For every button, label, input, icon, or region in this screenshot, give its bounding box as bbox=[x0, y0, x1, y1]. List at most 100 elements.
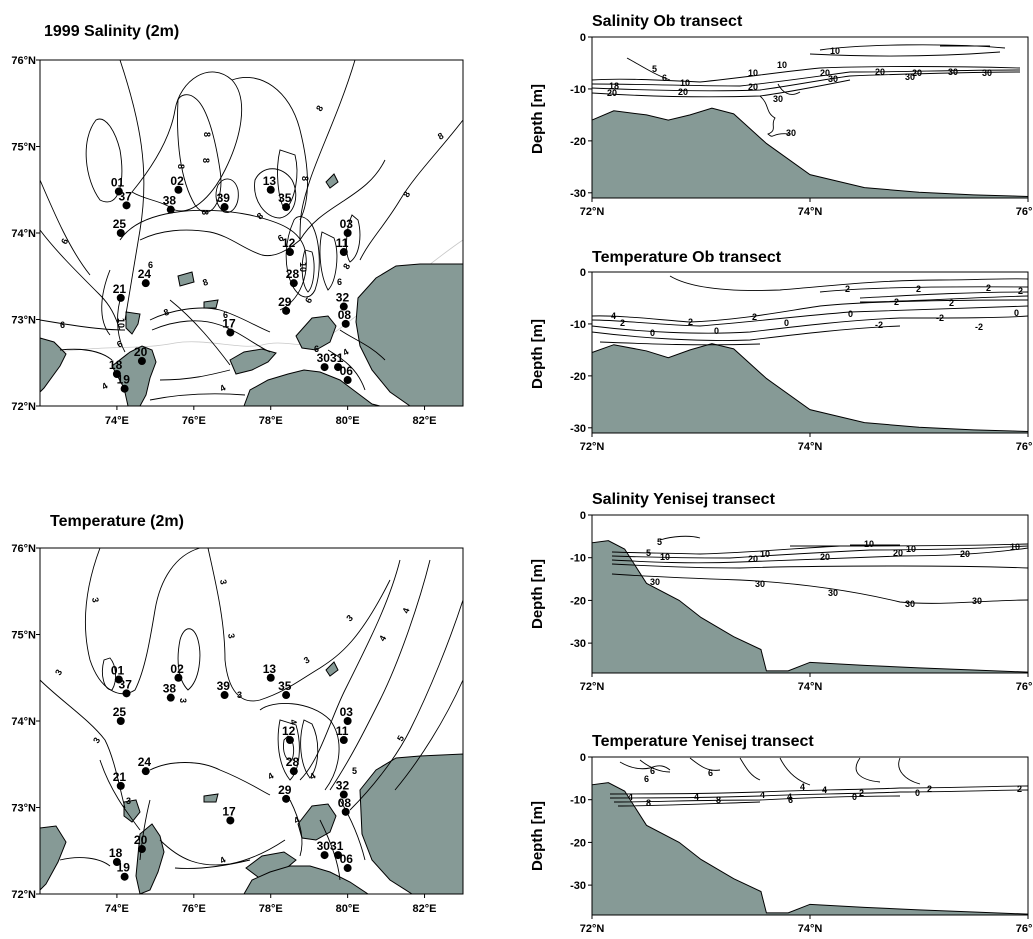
section-y-ticks: 0 -10 -20 -30 bbox=[570, 510, 592, 650]
contour-label: 4 bbox=[611, 311, 616, 321]
y-tick-label: 72°N bbox=[11, 889, 36, 901]
salinity-yenisej-transect-panel: Salinity Yenisej transect 5 5 10 20 10 1… bbox=[529, 491, 1033, 693]
x-tick-label: 72°N bbox=[580, 681, 605, 693]
salinity-ob-title: Salinity Ob transect bbox=[592, 13, 743, 30]
contour-label: 5 bbox=[657, 537, 662, 547]
contour-label: 4 bbox=[308, 771, 317, 782]
station-label: 20 bbox=[134, 833, 148, 847]
station-label: 01 bbox=[111, 175, 125, 189]
contour-label: -2 bbox=[875, 320, 883, 330]
y-axis-label: Depth [m] bbox=[529, 559, 546, 629]
station-label: 38 bbox=[163, 194, 177, 208]
contour-label: 4 bbox=[266, 771, 275, 782]
contour-label: 2 bbox=[845, 284, 850, 294]
contour-label: 6 bbox=[644, 774, 649, 784]
contour-label: 20 bbox=[748, 554, 758, 564]
station-label: 02 bbox=[170, 662, 184, 676]
contour-label: 6 bbox=[708, 768, 713, 778]
contour-label: 6 bbox=[662, 73, 667, 83]
section-x-ticks: 72°N74°N76°N bbox=[580, 673, 1033, 693]
station-label: 08 bbox=[338, 308, 352, 322]
contour-label: 8 bbox=[300, 176, 310, 181]
x-tick-label: 72°N bbox=[580, 923, 605, 935]
station-label: 31 bbox=[330, 839, 344, 853]
contour-label: 4 bbox=[800, 782, 805, 792]
x-tick-label: 78°E bbox=[259, 903, 283, 915]
y-tick-label: -30 bbox=[570, 423, 586, 435]
contour-label: 2 bbox=[949, 298, 954, 308]
station-label: 25 bbox=[113, 705, 127, 719]
contour-label: 0 bbox=[852, 792, 857, 802]
contour-label: 8 bbox=[436, 131, 445, 142]
contour-label: 20 bbox=[607, 88, 617, 98]
station-label: 03 bbox=[340, 217, 354, 231]
contour-label: -2 bbox=[936, 313, 944, 323]
contour-label: -2 bbox=[975, 322, 983, 332]
y-axis-label: Depth [m] bbox=[529, 801, 546, 871]
contour-label: 3 bbox=[344, 613, 355, 624]
contour-label: 3 bbox=[226, 633, 237, 640]
station-label: 03 bbox=[340, 705, 354, 719]
station-label: 30 bbox=[317, 839, 331, 853]
station-label: 12 bbox=[282, 724, 296, 738]
contour-label: 3 bbox=[90, 597, 101, 604]
station-label: 28 bbox=[286, 267, 300, 281]
x-tick-label: 74°N bbox=[798, 681, 823, 693]
y-tick-label: 75°N bbox=[11, 630, 36, 642]
contour-label: 4 bbox=[760, 790, 765, 800]
seabed-profile bbox=[592, 108, 1028, 198]
station-label: 18 bbox=[109, 358, 123, 372]
temperature-ob-title: Temperature Ob transect bbox=[592, 249, 782, 266]
contour-label: 8 bbox=[201, 277, 209, 288]
y-tick-label: 74°N bbox=[11, 228, 36, 240]
station-label: 19 bbox=[117, 373, 131, 387]
contour-label: 6 bbox=[303, 296, 314, 305]
x-tick-label: 76°N bbox=[1016, 923, 1033, 935]
station-label: 21 bbox=[113, 770, 127, 784]
y-tick-label: -10 bbox=[570, 84, 586, 96]
contour-label: 2 bbox=[1017, 784, 1022, 794]
contour-label: 0 bbox=[650, 328, 655, 338]
contour-label: 20 bbox=[875, 67, 885, 77]
contour-label: 5 bbox=[352, 766, 357, 776]
station-label: 39 bbox=[217, 679, 231, 693]
salinity-yenisej-contour-labels: 5 5 10 20 10 10 20 20 10 20 10 30 30 30 … bbox=[646, 537, 1020, 609]
contour-label: 2 bbox=[688, 317, 693, 327]
x-tick-label: 76°E bbox=[182, 415, 206, 427]
x-tick-label: 74°N bbox=[798, 923, 823, 935]
contour-label: 0 bbox=[915, 788, 920, 798]
y-tick-label: 0 bbox=[580, 510, 586, 522]
y-tick-label: 73°N bbox=[11, 803, 36, 815]
seabed-profile bbox=[592, 541, 1028, 673]
x-tick-label: 74°E bbox=[105, 415, 129, 427]
section-x-ticks: 72°N74°N76°N bbox=[580, 198, 1033, 218]
y-tick-label: -10 bbox=[570, 795, 586, 807]
contour-label: 6 bbox=[337, 277, 342, 287]
contour-label: 30 bbox=[650, 577, 660, 587]
contour-label: 10 bbox=[660, 552, 670, 562]
salinity-yenisej-isolines bbox=[612, 536, 1028, 603]
station-label: 01 bbox=[111, 663, 125, 677]
contour-label: 30 bbox=[948, 67, 958, 77]
temperature-stations: 0137250238 39133503111228242129 32081720 30… bbox=[109, 662, 353, 881]
contour-label: 20 bbox=[820, 552, 830, 562]
contour-label: 8 bbox=[202, 132, 212, 137]
station-label: 29 bbox=[278, 783, 292, 797]
contour-label: 0 bbox=[784, 318, 789, 328]
contour-label: 3 bbox=[53, 668, 64, 677]
contour-label: 4 bbox=[628, 792, 633, 802]
contour-label: 20 bbox=[960, 549, 970, 559]
section-y-ticks: 0 -10 -20 -30 bbox=[570, 32, 592, 200]
station-label: 21 bbox=[113, 282, 127, 296]
contour-label: 4 bbox=[377, 634, 388, 643]
contour-label: 0 bbox=[714, 326, 719, 336]
station-label: 39 bbox=[217, 191, 231, 205]
temperature-ob-isolines bbox=[592, 276, 1028, 345]
y-tick-label: -20 bbox=[570, 136, 586, 148]
contour-label: 20 bbox=[748, 82, 758, 92]
contour-label: 2 bbox=[986, 283, 991, 293]
contour-label: 3 bbox=[91, 736, 102, 745]
station-label: 37 bbox=[119, 677, 133, 691]
contour-label: 10 bbox=[298, 262, 308, 272]
station-label: 38 bbox=[163, 682, 177, 696]
